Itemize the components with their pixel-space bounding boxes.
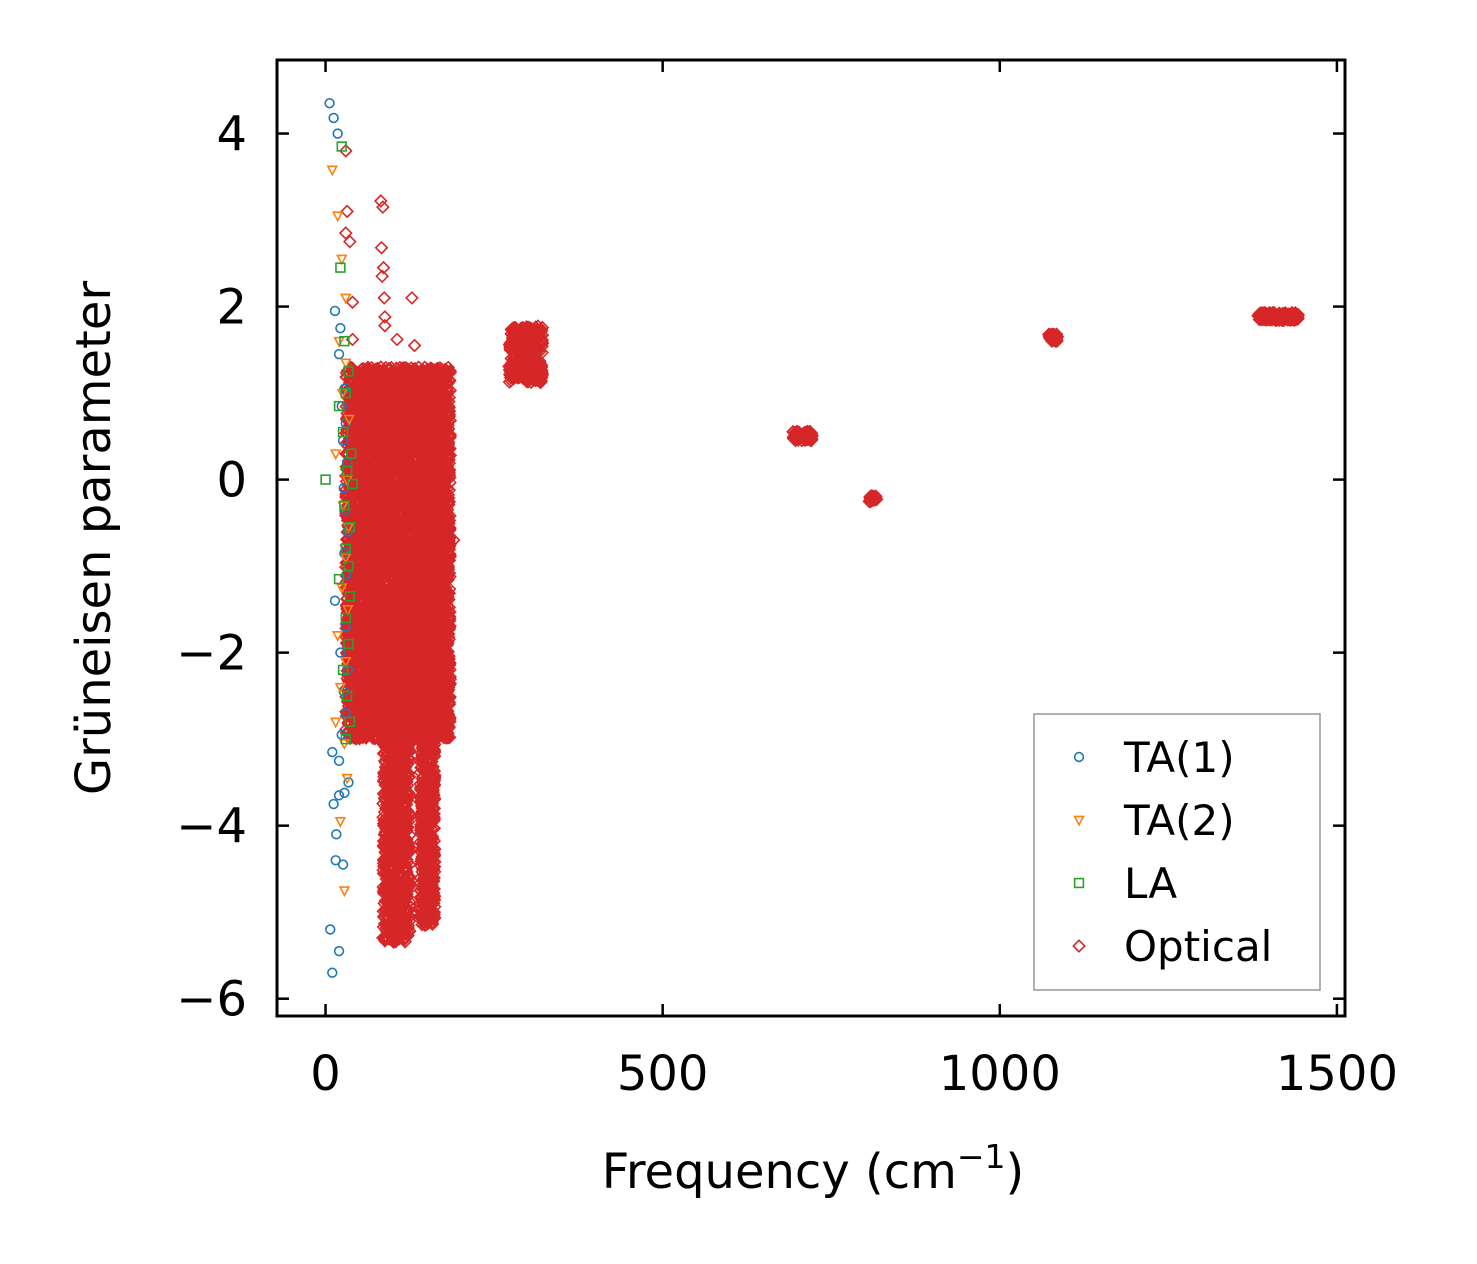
optical-point — [362, 696, 377, 711]
optical-point — [340, 446, 355, 461]
plot-marks — [320, 98, 1305, 978]
